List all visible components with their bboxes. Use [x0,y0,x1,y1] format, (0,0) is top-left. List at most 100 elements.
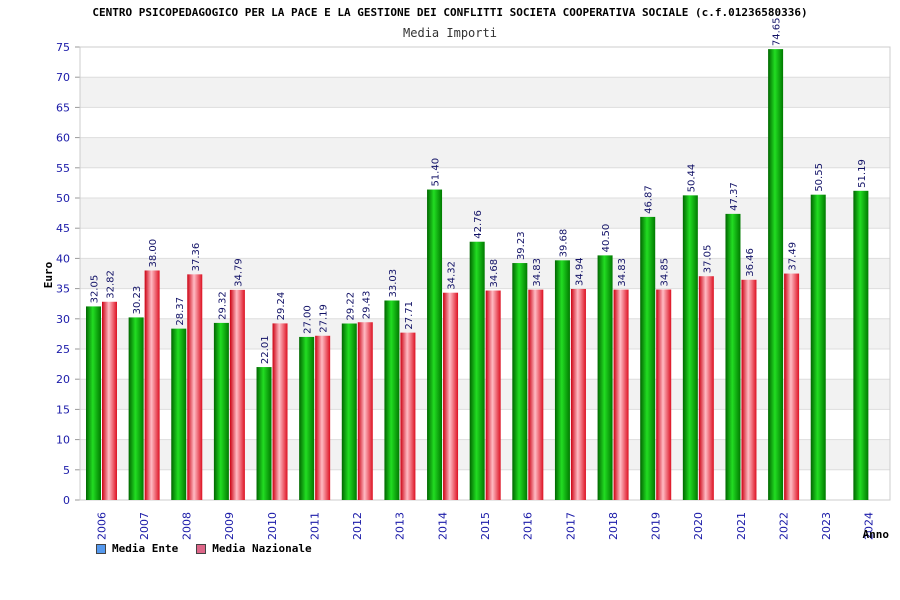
x-tick-label: 2007 [138,512,151,540]
x-tick-label: 2019 [650,512,663,540]
data-label: 51.40 [431,158,442,187]
data-label: 38.00 [148,239,159,268]
x-tick-label: 2013 [394,512,407,540]
y-tick-label: 60 [56,132,70,145]
data-label: 39.23 [516,231,527,260]
data-label: 34.79 [233,258,244,287]
data-label: 42.76 [473,210,484,239]
data-label: 34.85 [660,258,671,287]
x-tick-label: 2023 [820,512,833,540]
legend-item-media-ente: Media Ente [96,542,178,555]
bar-media-ente-2024 [853,190,869,501]
y-tick-label: 65 [56,101,70,114]
bar-media-ente-2019 [640,216,656,500]
bar-media-nazionale-2010 [272,323,288,500]
x-tick-label: 2018 [607,512,620,540]
data-label: 50.44 [686,164,697,193]
y-tick-label: 15 [56,403,70,416]
data-label: 22.01 [260,335,271,364]
y-tick-label: 20 [56,373,70,386]
data-label: 37.49 [788,242,799,271]
y-tick-label: 30 [56,313,70,326]
x-tick-label: 2010 [266,512,279,540]
bar-media-ente-2008 [171,328,187,500]
x-tick-label: 2009 [223,512,236,540]
bar-media-ente-2020 [682,195,698,500]
bar-media-nazionale-2019 [656,289,672,500]
x-axis-label: Anno [863,528,890,541]
x-tick-label: 2021 [735,512,748,540]
y-axis-label: Euro [42,261,55,288]
bar-media-ente-2010 [256,367,272,500]
bar-media-ente-2013 [384,300,400,500]
x-tick-label: 2024 [863,512,876,540]
y-tick-label: 50 [56,192,70,205]
x-tick-label: 2006 [95,512,108,540]
bar-media-nazionale-2014 [443,292,459,500]
bar-media-nazionale-2009 [229,289,245,500]
y-tick-label: 10 [56,434,70,447]
y-tick-label: 25 [56,343,70,356]
bar-media-ente-2007 [128,317,144,500]
x-tick-label: 2008 [181,512,194,540]
x-tick-label: 2016 [522,512,535,540]
data-label: 32.82 [106,270,117,299]
data-label: 29.43 [361,291,372,320]
bar-media-nazionale-2020 [698,276,714,500]
legend: Media Ente Media Nazionale [96,542,312,555]
data-label: 29.32 [217,291,228,320]
x-tick-label: 2012 [351,512,364,540]
data-label: 37.05 [702,245,713,274]
bar-media-nazionale-2021 [741,279,757,500]
bar-media-nazionale-2006 [102,301,117,500]
x-tick-label: 2011 [308,512,321,540]
grid-band [80,77,890,108]
data-label: 28.37 [175,297,186,326]
data-label: 74.65 [772,17,783,46]
bar-media-ente-2011 [299,336,315,500]
bar-media-nazionale-2017 [570,288,586,500]
y-tick-label: 0 [63,494,70,507]
x-tick-label: 2017 [564,512,577,540]
bar-media-nazionale-2012 [357,322,373,500]
y-tick-label: 35 [56,283,70,296]
bar-media-nazionale-2018 [613,289,629,500]
y-tick-label: 45 [56,222,70,235]
bar-media-nazionale-2016 [528,289,544,500]
grid-band [80,137,890,168]
y-tick-label: 55 [56,162,70,175]
legend-label-media-ente: Media Ente [112,542,179,555]
x-tick-label: 2015 [479,512,492,540]
bar-media-nazionale-2011 [315,335,331,500]
x-tick-label: 2014 [436,512,449,540]
x-tick-label: 2022 [777,512,790,540]
data-label: 32.05 [90,275,101,304]
data-label: 33.03 [388,269,399,298]
data-label: 39.68 [558,229,569,258]
bar-media-nazionale-2015 [485,290,501,500]
bar-media-nazionale-2008 [187,274,203,500]
bar-media-ente-2009 [213,322,229,500]
bar-media-ente-2023 [810,194,826,501]
bar-media-ente-2015 [469,241,485,500]
bar-media-ente-2012 [341,323,357,500]
data-label: 34.32 [447,261,458,290]
chart-title: CENTRO PSICOPEDAGOGICO PER LA PACE E LA … [92,6,808,19]
bar-media-ente-2022 [768,49,784,500]
data-label: 27.19 [319,304,330,333]
data-label: 34.68 [489,259,500,288]
grid-band [80,198,890,229]
y-tick-label: 40 [56,252,70,265]
bar-media-nazionale-2013 [400,332,416,500]
data-label: 36.46 [745,248,756,277]
data-label: 27.71 [404,301,415,330]
data-label: 50.55 [814,163,825,192]
data-label: 29.22 [345,292,356,321]
x-tick-label: 2020 [692,512,705,540]
data-label: 47.37 [729,182,740,211]
legend-label-media-nazionale: Media Nazionale [212,542,312,555]
y-tick-label: 75 [56,41,70,54]
bar-media-nazionale-2022 [784,273,800,500]
plot-area-border [79,46,891,501]
